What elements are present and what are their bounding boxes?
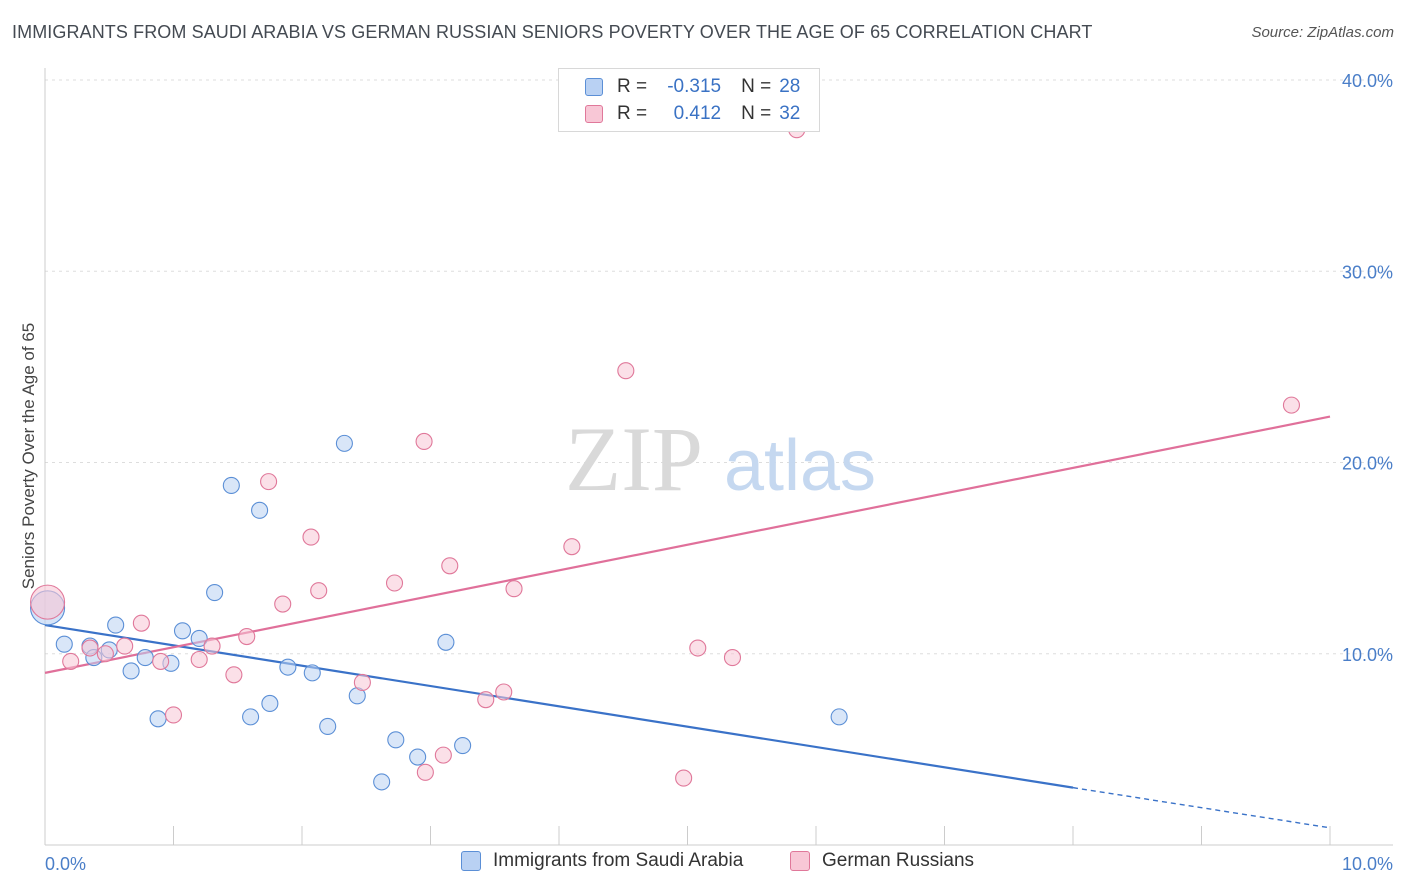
series-name-saudi: Immigrants from Saudi Arabia bbox=[493, 850, 744, 871]
data-point-saudi bbox=[437, 633, 455, 651]
x-tick-label: 10.0% bbox=[1342, 854, 1393, 874]
series-name-german-russian: German Russians bbox=[822, 850, 975, 871]
data-point-german-russian bbox=[30, 584, 66, 620]
data-point-german-russian bbox=[563, 538, 581, 556]
legend-swatch-pink bbox=[585, 105, 603, 123]
legend-n-value: 32 bbox=[779, 103, 801, 124]
data-point-german-russian bbox=[302, 528, 320, 546]
watermark-zip: ZIP bbox=[565, 408, 703, 510]
data-point-saudi bbox=[373, 773, 391, 791]
data-point-saudi bbox=[173, 622, 192, 640]
data-point-german-russian bbox=[495, 683, 513, 701]
data-point-saudi bbox=[251, 501, 269, 519]
data-point-german-russian bbox=[415, 432, 433, 451]
series-legend-item-german-russian: German Russians bbox=[790, 850, 974, 872]
data-point-german-russian bbox=[203, 637, 221, 655]
data-point-german-russian bbox=[274, 595, 292, 613]
y-tick-label: 40.0% bbox=[1342, 71, 1393, 91]
data-point-saudi bbox=[190, 629, 208, 648]
data-point-german-russian bbox=[505, 580, 523, 598]
data-point-german-russian bbox=[62, 652, 80, 670]
data-point-german-russian bbox=[441, 557, 459, 575]
data-point-saudi bbox=[303, 664, 321, 682]
data-point-saudi bbox=[454, 736, 472, 755]
data-point-saudi bbox=[206, 583, 224, 602]
legend-n-label: N = bbox=[741, 103, 772, 124]
data-point-saudi bbox=[335, 434, 353, 452]
y-tick-label: 30.0% bbox=[1342, 262, 1393, 282]
data-point-saudi bbox=[319, 717, 337, 735]
data-point-saudi bbox=[261, 694, 279, 713]
legend-row-saudi: R = -0.315 N = 28 bbox=[585, 74, 800, 100]
data-point-german-russian bbox=[190, 650, 208, 669]
data-point-german-russian bbox=[310, 582, 328, 600]
data-point-german-russian bbox=[152, 652, 170, 670]
data-point-saudi bbox=[409, 748, 427, 766]
legend-r-value: 0.412 bbox=[673, 103, 722, 124]
y-tick-label: 20.0% bbox=[1342, 454, 1393, 474]
data-point-german-russian bbox=[96, 645, 114, 663]
data-point-german-russian bbox=[164, 706, 183, 724]
data-point-german-russian bbox=[385, 574, 404, 592]
data-point-saudi bbox=[279, 658, 297, 676]
data-point-saudi bbox=[242, 708, 260, 726]
legend-n-label: N = bbox=[741, 76, 772, 97]
trend-line-1 bbox=[44, 415, 1331, 674]
data-point-german-russian bbox=[116, 637, 134, 655]
data-point-saudi bbox=[122, 662, 140, 680]
data-point-german-russian bbox=[132, 614, 150, 632]
legend-r-value: -0.315 bbox=[667, 76, 722, 97]
legend-n-value: 28 bbox=[779, 76, 801, 97]
data-point-german-russian bbox=[260, 473, 278, 491]
y-tick-label: 10.0% bbox=[1342, 645, 1393, 665]
data-point-german-russian bbox=[434, 746, 452, 764]
watermark: ZIP atlas bbox=[565, 408, 876, 510]
trend-line-extension-0 bbox=[1072, 786, 1331, 829]
data-point-saudi bbox=[107, 616, 125, 634]
data-point-german-russian bbox=[1282, 396, 1300, 414]
tick-labels: 10.0% 20.0% 30.0% 40.0% 0.0% 10.0% bbox=[45, 71, 1393, 874]
data-point-saudi bbox=[136, 649, 154, 667]
series-legend-item-saudi: Immigrants from Saudi Arabia bbox=[461, 850, 743, 872]
legend-swatch-blue bbox=[585, 78, 603, 96]
data-point-german-russian bbox=[723, 649, 742, 667]
data-point-saudi bbox=[222, 476, 240, 495]
legend-row-german-russian: R = 0.412 N = 32 bbox=[585, 101, 800, 127]
chart-title: IMMIGRANTS FROM SAUDI ARABIA VS GERMAN R… bbox=[12, 22, 1093, 42]
source-label: Source: ZipAtlas.com bbox=[1251, 24, 1394, 41]
series-swatch-pink bbox=[790, 851, 810, 871]
data-point-saudi bbox=[830, 708, 848, 726]
data-point-german-russian bbox=[675, 769, 693, 787]
data-point-saudi bbox=[149, 710, 167, 728]
data-points bbox=[30, 121, 1300, 791]
axes bbox=[44, 68, 1393, 846]
data-point-german-russian bbox=[617, 362, 635, 380]
grid-lines bbox=[45, 79, 1393, 655]
data-point-german-russian bbox=[477, 691, 495, 709]
x-tick-label: 0.0% bbox=[45, 854, 86, 874]
series-legend: Immigrants from Saudi Arabia German Russ… bbox=[0, 850, 1406, 880]
trend-line-0 bbox=[44, 623, 1074, 789]
data-point-saudi bbox=[55, 635, 73, 653]
watermark-atlas: atlas bbox=[724, 426, 876, 506]
legend-r-label: R = bbox=[617, 103, 648, 124]
data-point-german-russian bbox=[238, 627, 256, 646]
legend-r-label: R = bbox=[617, 76, 648, 97]
data-point-german-russian bbox=[353, 673, 371, 691]
data-point-saudi bbox=[387, 731, 405, 749]
data-point-german-russian bbox=[416, 763, 434, 781]
data-point-german-russian bbox=[81, 639, 99, 657]
legend: R = -0.315 N = 28 R = 0.412 N = 32 bbox=[558, 68, 820, 132]
data-point-german-russian bbox=[225, 666, 243, 684]
data-point-german-russian bbox=[689, 639, 707, 657]
series-swatch-blue bbox=[461, 851, 481, 871]
y-axis-label: Seniors Poverty Over the Age of 65 bbox=[19, 323, 38, 589]
